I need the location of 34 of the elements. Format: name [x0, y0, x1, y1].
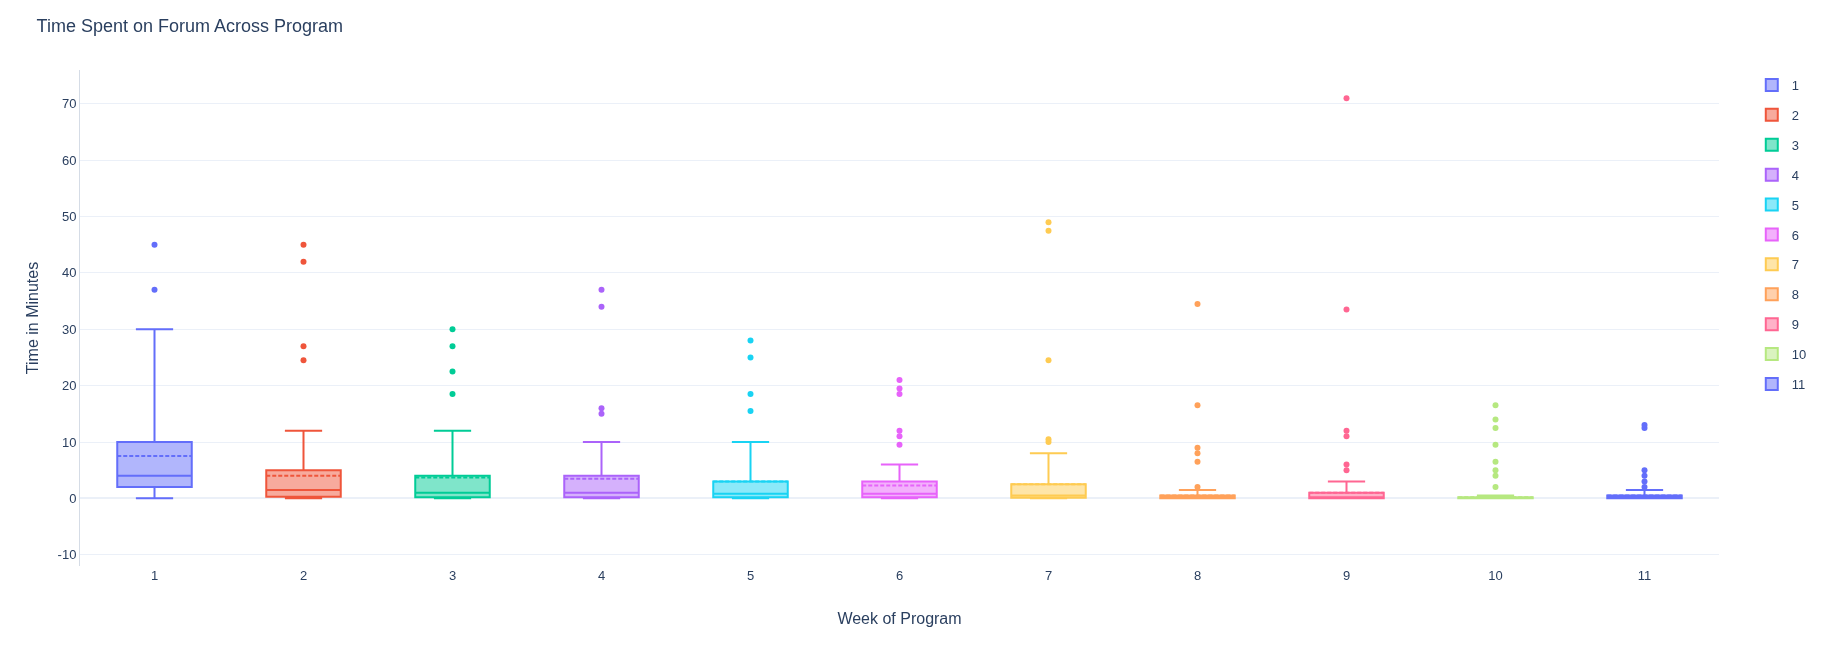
x-tick-label: 10: [1488, 568, 1503, 583]
x-tick-label: 5: [746, 568, 755, 583]
x-tick-label: 11: [1637, 568, 1652, 583]
legend-label: 6: [1791, 227, 1800, 243]
legend-label: 11: [1791, 377, 1806, 393]
y-tick-label: 10: [61, 434, 77, 450]
legend-label: 7: [1791, 257, 1800, 273]
y-tick-label: 70: [61, 96, 77, 112]
x-axis-title: Week of Program: [837, 610, 962, 627]
x-tick-label: 9: [1342, 568, 1351, 583]
y-tick-label: 30: [61, 321, 77, 337]
legend-label: 1: [1791, 78, 1800, 94]
x-tick-label: 1: [150, 568, 159, 583]
legend-label: 3: [1791, 137, 1800, 153]
y-tick-label: -10: [57, 547, 77, 563]
x-tick-label: 8: [1193, 568, 1202, 583]
y-tick-label: 0: [69, 490, 77, 506]
y-tick-label: 40: [61, 265, 77, 281]
legend-label: 4: [1791, 167, 1800, 183]
y-axis-title: Time in Minutes: [24, 261, 41, 375]
y-tick-label: 20: [61, 378, 77, 394]
y-tick-label: 60: [61, 152, 77, 168]
legend-label: 2: [1791, 107, 1800, 123]
y-tick-label: 50: [61, 209, 77, 225]
x-tick-label: 3: [448, 568, 457, 583]
legend-label: 5: [1791, 197, 1800, 213]
x-tick-label: 6: [895, 568, 904, 583]
x-tick-label: 7: [1044, 568, 1053, 583]
x-tick-label: 4: [597, 568, 606, 583]
chart-title: Time Spent on Forum Across Program: [36, 15, 344, 36]
legend-label: 8: [1791, 287, 1800, 303]
x-tick-label: 2: [299, 568, 308, 583]
legend-label: 10: [1791, 347, 1807, 363]
legend-label: 9: [1791, 317, 1800, 333]
